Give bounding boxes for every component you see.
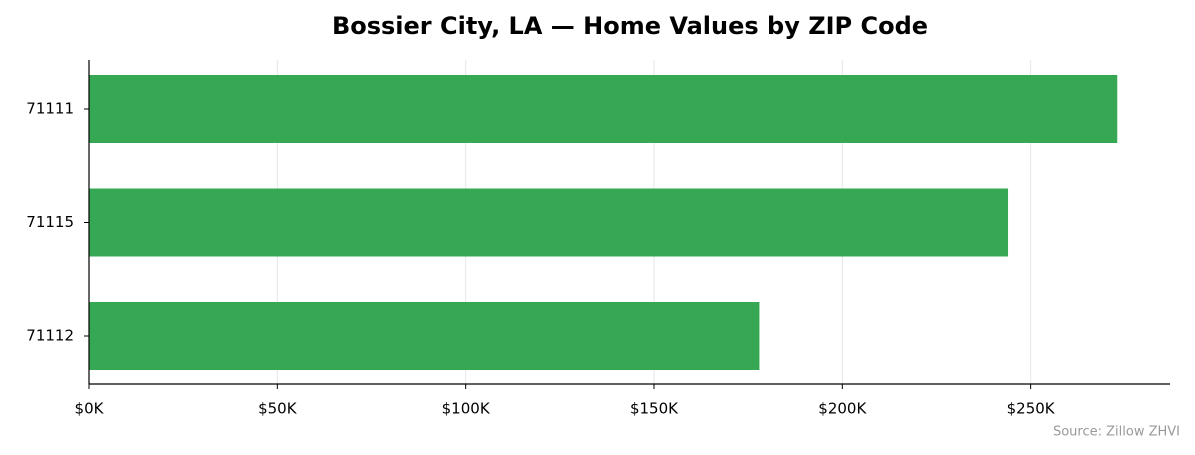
bar: [89, 188, 1009, 257]
x-tick-label: $100K: [442, 400, 491, 418]
y-tick-label: 71112: [26, 327, 74, 345]
x-tick-label: $50K: [258, 400, 298, 418]
x-tick-label: $150K: [630, 400, 679, 418]
chart-title: Bossier City, LA — Home Values by ZIP Co…: [332, 12, 928, 40]
bar: [89, 75, 1118, 143]
x-tick-label: $250K: [1007, 400, 1056, 418]
x-tick-label: $0K: [75, 400, 105, 418]
x-tick-label: $200K: [818, 400, 867, 418]
y-tick-label: 71115: [26, 213, 74, 231]
source-note: Source: Zillow ZHVI: [1053, 425, 1180, 440]
bar: [89, 302, 760, 370]
y-tick-label: 71111: [26, 100, 74, 118]
